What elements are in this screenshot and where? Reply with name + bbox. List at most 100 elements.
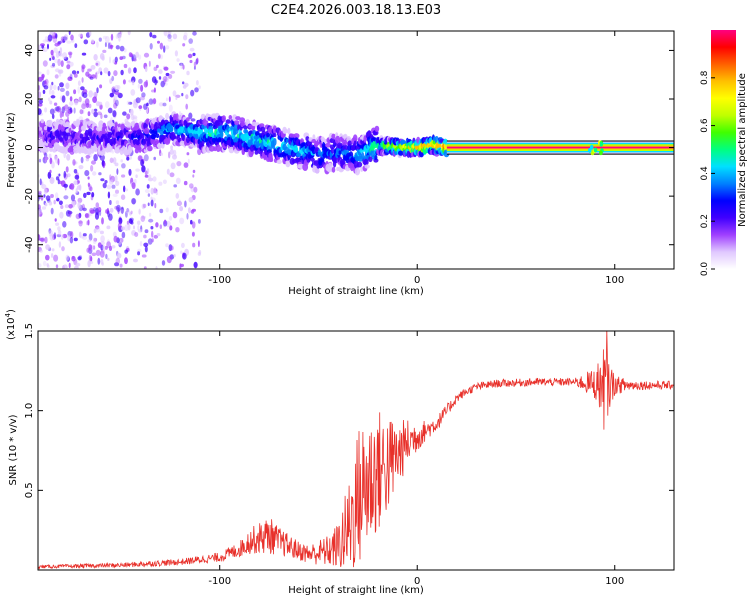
noise-speckle [41,206,47,210]
spectrogram-xlabel: Height of straight line (km) [288,286,424,297]
noise-speckle [165,207,169,213]
ridge-mark [331,133,336,140]
noise-speckle [45,244,50,251]
noise-speckle [147,238,153,245]
spectrogram-panel: -100 0 100 -40 -20 0 20 40 Height of straight l… [6,30,675,297]
noise-speckle [54,106,60,112]
noise-speckle [168,31,171,38]
ridge-mark [260,126,266,132]
noise-speckle [53,254,59,262]
ridge-mark [147,145,153,152]
noise-speckle [82,235,88,240]
noise-speckle [99,210,102,216]
noise-speckle [55,264,59,269]
ridge-mark [114,122,118,127]
noise-speckle [122,79,126,85]
noise-speckle [140,159,145,167]
noise-speckle [173,149,177,157]
ridge-mark [98,120,104,129]
noise-speckle [125,188,129,192]
noise-speckle [197,240,200,248]
noise-speckle [150,196,153,201]
spectrogram-ticks: -100 0 100 -40 -20 0 20 40 [24,31,674,286]
noise-speckle [130,114,135,121]
spectrogram-xtick-label: 100 [605,275,624,286]
noise-speckle [120,209,125,215]
noise-speckle [78,165,84,170]
noise-speckle [93,108,98,112]
noise-speckle [44,36,48,42]
ridge-mark [255,130,260,137]
noise-speckle [106,239,110,247]
noise-speckle [185,103,188,110]
noise-speckle [121,163,126,169]
noise-speckle [93,91,98,97]
noise-speckle [51,62,56,67]
ridge-mark [374,155,378,160]
noise-speckle [69,72,73,78]
noise-speckle [116,204,121,212]
noise-speckle [55,33,58,39]
noise-speckle [78,96,82,103]
noise-speckle [109,157,114,164]
noise-speckle [68,210,72,218]
snr-xtick-label: -100 [208,576,231,587]
noise-speckle [117,222,122,230]
noise-speckle [69,183,75,190]
noise-speckle [44,236,48,244]
noise-speckle [115,189,119,194]
snr-xtick-label: 0 [414,576,420,587]
noise-speckle [88,103,92,109]
noise-speckle [82,233,87,237]
snr-xlabel: Height of straight line (km) [288,585,424,596]
noise-speckle [142,203,147,208]
ridge-mark [79,133,84,139]
noise-speckle [164,219,167,225]
noise-speckle [170,245,174,251]
noise-speckle [44,202,48,207]
ridge-mark [186,117,190,122]
noise-speckle [193,66,196,70]
noise-speckle [194,87,199,93]
noise-speckle [104,180,108,184]
noise-speckle [135,188,140,196]
noise-speckle [59,87,65,92]
noise-speckle [113,93,118,100]
noise-speckle [61,111,64,118]
ridge-mark [270,157,274,162]
ridge-mark [273,138,277,146]
noise-speckle [46,69,50,76]
noise-speckle [57,229,62,236]
noise-speckle [116,168,119,175]
noise-speckle [82,92,88,99]
noise-speckle [144,174,149,178]
noise-speckle [170,145,174,150]
noise-speckle [112,193,118,197]
noise-speckle [116,252,122,259]
ridge-mark [599,141,604,147]
ridge-mark [178,115,183,120]
noise-speckle [135,168,140,172]
noise-speckle [157,40,160,44]
noise-speckle [131,230,137,236]
noise-speckle [187,53,193,59]
noise-speckle [38,103,43,107]
noise-speckle [87,74,93,79]
ridge-mark [40,118,44,124]
noise-speckle [133,258,138,263]
noise-speckle [47,171,52,179]
noise-speckle [149,43,153,50]
noise-speckle [109,78,113,84]
noise-speckle [137,251,141,256]
noise-speckle [192,174,195,178]
carrier-band-layer [446,146,674,149]
ridge-mark [285,160,291,168]
noise-speckle [168,96,171,103]
noise-speckle [133,58,137,62]
noise-speckle [163,31,169,36]
noise-speckle [95,225,100,230]
noise-speckle [99,250,105,258]
noise-speckle [168,104,173,113]
noise-speckle [75,213,81,220]
noise-speckle [45,195,51,201]
